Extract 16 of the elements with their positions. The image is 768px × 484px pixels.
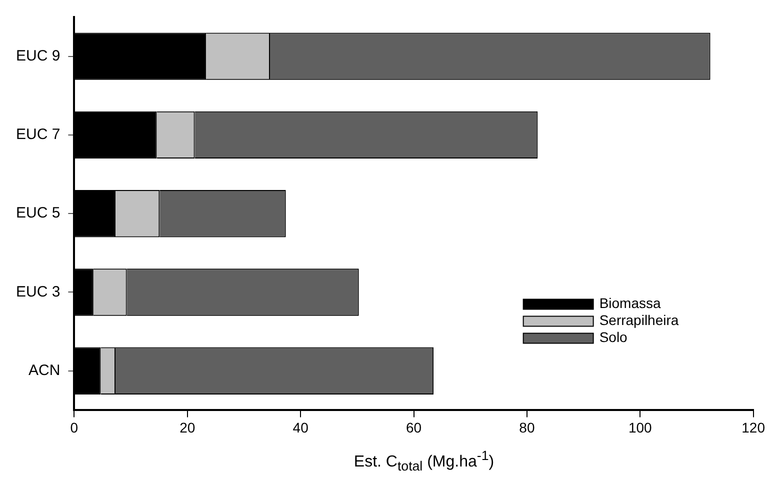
legend-label: Solo <box>599 329 628 346</box>
y-tick-label: ACN <box>28 362 60 380</box>
y-tick-label: EUC 9 <box>16 47 60 64</box>
x-tick-label: 0 <box>70 419 78 436</box>
x-tick-label: 40 <box>292 419 309 436</box>
y-tick-label: EUC 7 <box>16 126 60 144</box>
x-tick-label: 100 <box>628 419 652 436</box>
y-tick-label: EUC 5 <box>16 204 60 222</box>
x-tick-label: 60 <box>406 419 422 436</box>
legend-label: Biomassa <box>599 295 662 312</box>
x-axis-title: Est. C$_{total}$ (Mg.ha$^{-1}$) <box>354 448 494 474</box>
legend-label: Serrapilheira <box>599 312 679 328</box>
x-tick-label: 120 <box>742 419 766 436</box>
x-tick-label: 20 <box>180 419 196 436</box>
y-tick-label: EUC 3 <box>16 283 60 300</box>
x-tick-label: 80 <box>519 419 535 436</box>
